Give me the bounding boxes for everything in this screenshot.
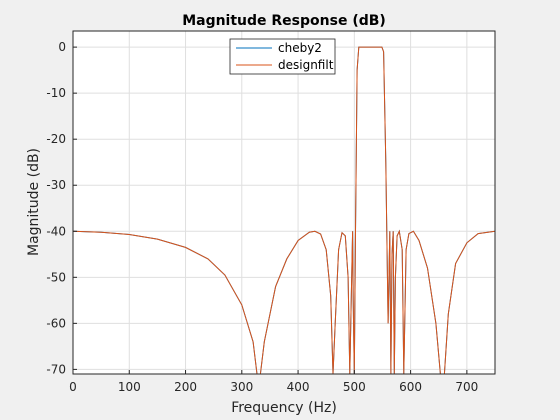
legend-label-designfilt: designfilt	[278, 58, 334, 72]
series-line-designfilt	[73, 46, 495, 374]
y-tick-label: 0	[58, 40, 66, 54]
x-tick-label: 400	[287, 380, 310, 394]
y-tick-label: -30	[46, 178, 66, 192]
series-lines	[73, 46, 495, 374]
x-tick-label: 700	[455, 380, 478, 394]
y-tick-label: -70	[46, 362, 66, 376]
plot-frame	[72, 30, 496, 375]
y-tick-label: -60	[46, 316, 66, 330]
axis-ticks: 0 100 200 300 400 500 600 700 0 -10 -20 -30 -40 -50 -6…	[46, 40, 478, 394]
legend-label-cheby2: cheby2	[278, 41, 322, 55]
x-tick-label: 200	[174, 380, 197, 394]
chart-title: Magnitude Response (dB)	[182, 13, 386, 29]
y-axis-label: Magnitude (dB)	[26, 148, 42, 256]
x-tick-label: 0	[69, 380, 77, 394]
x-axis-label: Frequency (Hz)	[231, 400, 337, 416]
x-tick-label: 600	[399, 380, 422, 394]
y-tick-label: -50	[46, 270, 66, 284]
x-tick-label: 500	[343, 380, 366, 394]
grid-lines	[72, 31, 495, 374]
y-tick-label: -40	[46, 224, 66, 238]
x-tick-label: 300	[230, 380, 253, 394]
x-tick-label: 100	[118, 380, 141, 394]
legend-box	[229, 38, 336, 75]
legend[interactable]: cheby2 designfilt	[229, 38, 336, 75]
y-tick-label: -10	[46, 86, 66, 100]
y-tick-label: -20	[46, 132, 66, 146]
plot-area	[73, 31, 495, 374]
